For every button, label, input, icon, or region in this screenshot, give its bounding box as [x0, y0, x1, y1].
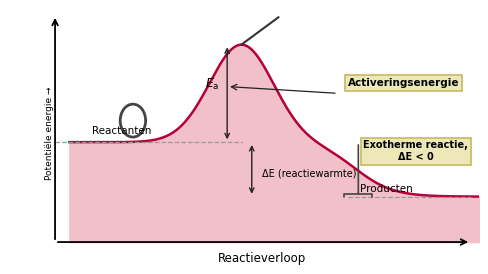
Text: ΔE (reactiewarmte): ΔE (reactiewarmte) [262, 169, 356, 179]
Text: Exotherme reactie,
ΔE < 0: Exotherme reactie, ΔE < 0 [363, 141, 467, 162]
Text: Producten: Producten [360, 184, 412, 194]
Text: Reactieverloop: Reactieverloop [218, 252, 305, 265]
Text: Potentiële energie →: Potentiële energie → [45, 86, 54, 180]
Text: Reactanten: Reactanten [92, 127, 151, 136]
Text: $E_\mathrm{a}$: $E_\mathrm{a}$ [205, 77, 219, 92]
Text: Activeringsenergie: Activeringsenergie [347, 78, 458, 88]
